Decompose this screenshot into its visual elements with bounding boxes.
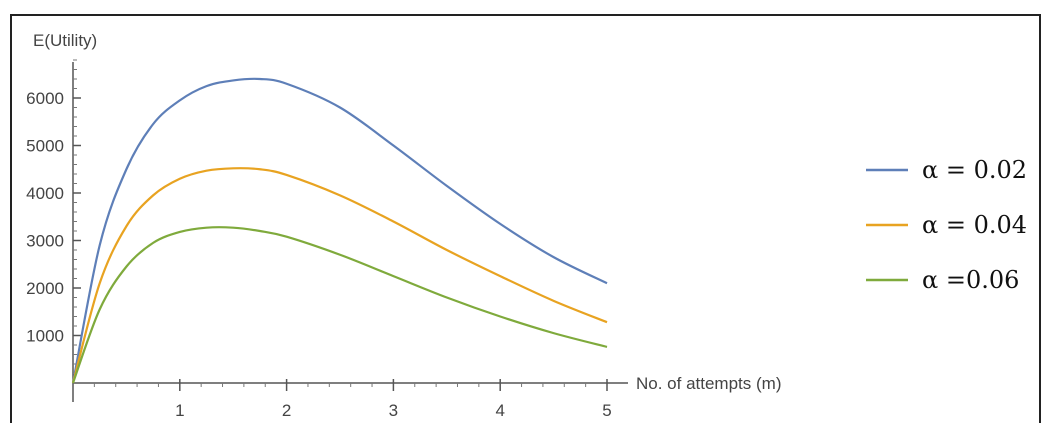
y-tick-label: 1000 xyxy=(26,327,64,346)
y-tick-label: 2000 xyxy=(26,279,64,298)
tick-labels: 1 2 3 4 5 1000 2000 3000 4000 5000 6000 xyxy=(26,89,612,420)
x-axis-label: No. of attempts (m) xyxy=(636,374,781,393)
y-tick-label: 6000 xyxy=(26,89,64,108)
x-tick-label: 5 xyxy=(602,401,611,420)
x-tick-label: 1 xyxy=(175,401,184,420)
legend: α = 0.02 α = 0.04 α =0.06 xyxy=(866,156,1027,294)
series-lines xyxy=(71,77,608,384)
chart-frame xyxy=(10,14,1041,423)
y-axis-label: E(Utility) xyxy=(33,31,97,50)
y-tick-label: 4000 xyxy=(26,184,64,203)
x-tick-label: 3 xyxy=(389,401,398,420)
series-line-2 xyxy=(71,167,608,384)
y-tick-label: 3000 xyxy=(26,232,64,251)
minor-ticks xyxy=(73,59,587,387)
y-tick-label: 5000 xyxy=(26,137,64,156)
legend-label-2: α = 0.04 xyxy=(922,211,1027,239)
legend-label-1: α = 0.02 xyxy=(922,156,1027,184)
series-line-1 xyxy=(71,77,608,384)
legend-label-3: α =0.06 xyxy=(922,266,1019,294)
x-tick-label: 4 xyxy=(495,401,504,420)
series-line-3 xyxy=(71,226,608,384)
x-tick-label: 2 xyxy=(282,401,291,420)
major-ticks xyxy=(73,97,608,391)
